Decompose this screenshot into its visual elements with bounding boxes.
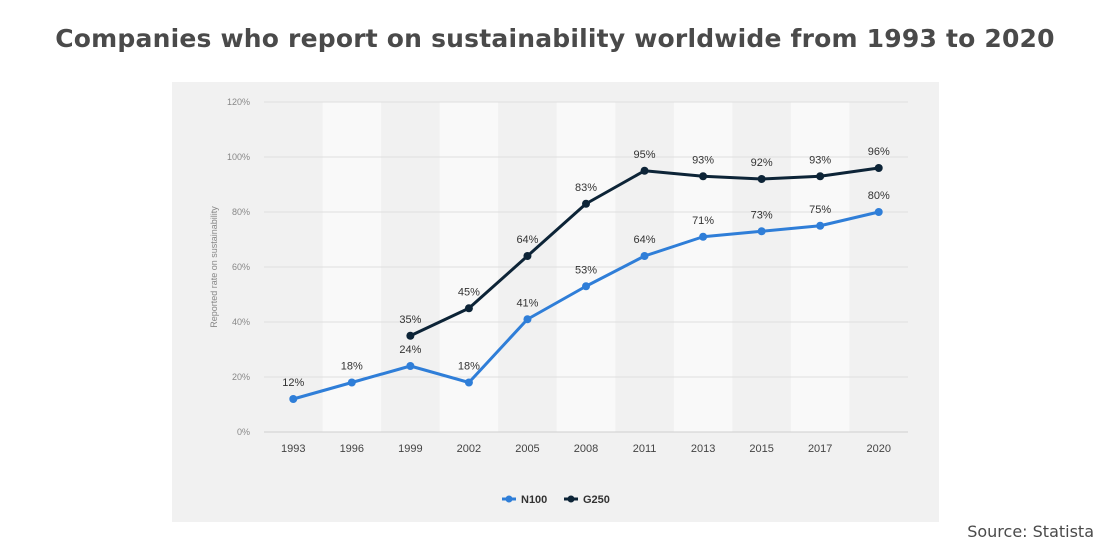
x-tick-label: 1999: [398, 443, 422, 455]
data-label-n100: 18%: [458, 361, 480, 373]
data-point-n100: [640, 252, 649, 260]
data-label-n100: 41%: [516, 297, 538, 309]
data-point-g250: [874, 164, 883, 172]
chart-title: Companies who report on sustainability w…: [55, 24, 1055, 53]
data-label-g250: 35%: [399, 314, 421, 326]
data-label-n100: 71%: [692, 215, 714, 227]
data-label-n100: 12%: [282, 377, 304, 389]
data-label-n100: 24%: [399, 344, 421, 356]
x-tick-label: 2008: [574, 443, 598, 455]
data-point-n100: [874, 208, 883, 216]
data-label-g250: 64%: [516, 234, 538, 246]
data-point-g250: [523, 252, 532, 260]
data-label-n100: 80%: [868, 190, 890, 202]
data-point-g250: [640, 166, 649, 175]
data-label-n100: 73%: [751, 209, 773, 221]
x-tick-label: 2020: [866, 443, 890, 455]
data-point-n100: [582, 282, 590, 291]
data-point-g250: [464, 304, 473, 313]
data-point-n100: [406, 362, 415, 370]
y-tick-label: 80%: [232, 207, 250, 217]
source-note: Source: Statista: [967, 522, 1094, 541]
legend-label: N100: [521, 494, 547, 506]
data-label-n100: 18%: [341, 361, 363, 373]
data-point-g250: [699, 172, 708, 181]
x-tick-label: 1996: [340, 443, 364, 455]
data-point-n100: [757, 227, 766, 236]
data-point-g250: [406, 331, 415, 340]
y-axis-label: Reported rate on sustainability: [209, 206, 219, 328]
data-point-n100: [699, 232, 708, 241]
x-tick-label: 2015: [749, 443, 773, 455]
data-point-n100: [464, 378, 473, 387]
x-tick-label: 2011: [633, 443, 657, 455]
x-tick-label: 1993: [281, 443, 305, 455]
y-tick-label: 60%: [232, 262, 250, 272]
x-tick-label: 2017: [808, 443, 832, 455]
line-chart: 0% 20% 40% 60% 80% 100% 120% Reported rate on s…: [209, 97, 908, 506]
x-tick-label: 2005: [515, 443, 539, 455]
data-point-g250: [757, 175, 766, 183]
data-label-g250: 96%: [868, 146, 890, 158]
y-tick-label: 40%: [232, 317, 250, 327]
chart-panel: 0% 20% 40% 60% 80% 100% 120% Reported rate on s…: [172, 82, 939, 522]
legend-marker: [505, 495, 513, 503]
y-tick-label: 20%: [232, 372, 250, 382]
y-tick-label: 120%: [227, 97, 250, 107]
data-point-g250: [582, 199, 590, 208]
data-label-g250: 95%: [634, 149, 656, 161]
data-label-g250: 83%: [575, 182, 597, 194]
data-label-g250: 93%: [692, 154, 714, 166]
data-label-n100: 53%: [575, 264, 597, 276]
y-tick-label: 0%: [237, 427, 250, 437]
legend-marker: [567, 495, 575, 503]
data-label-n100: 64%: [634, 234, 656, 246]
y-tick-label: 100%: [227, 152, 250, 162]
data-label-g250: 93%: [809, 154, 831, 166]
data-point-n100: [523, 315, 532, 324]
x-tick-label: 2013: [691, 443, 715, 455]
data-label-g250: 45%: [458, 286, 480, 298]
data-label-n100: 75%: [809, 204, 831, 216]
data-label-g250: 92%: [751, 157, 773, 169]
data-point-n100: [347, 378, 356, 387]
data-point-g250: [816, 172, 825, 181]
legend-label: G250: [583, 494, 610, 506]
data-point-n100: [289, 395, 298, 403]
data-point-n100: [816, 221, 825, 230]
x-tick-label: 2002: [457, 443, 481, 455]
